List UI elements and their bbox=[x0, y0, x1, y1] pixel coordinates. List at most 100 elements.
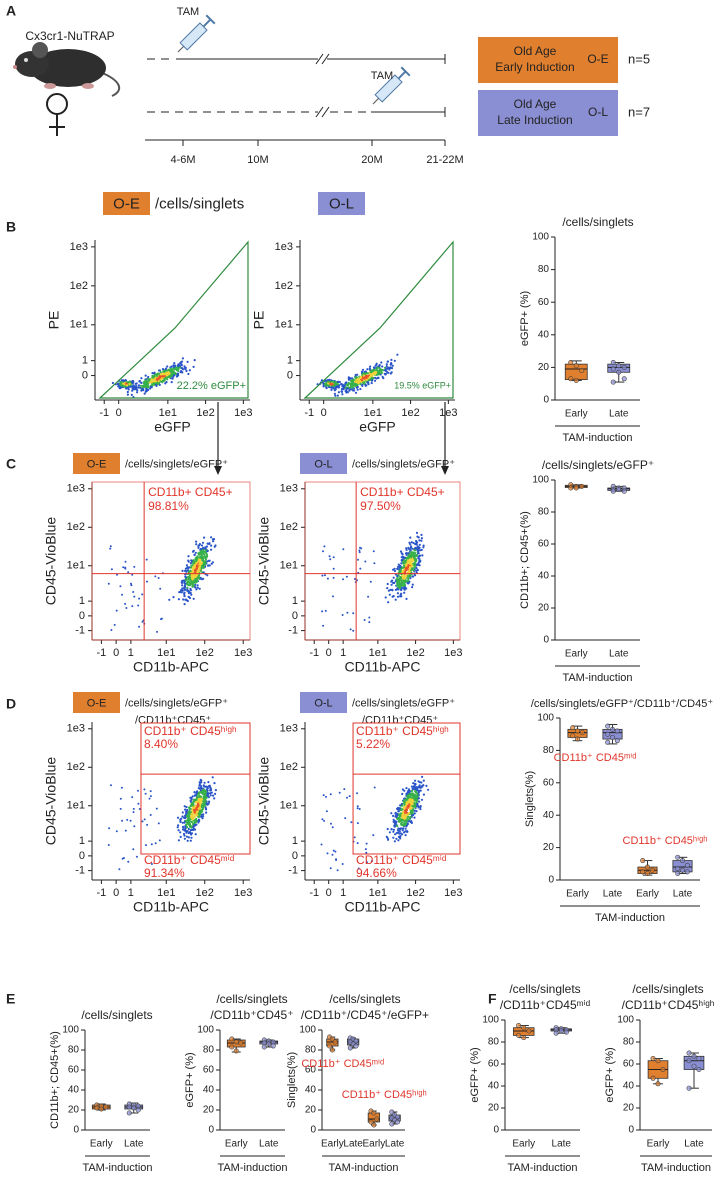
event-dot bbox=[346, 611, 349, 614]
event-dot bbox=[411, 787, 414, 790]
event-dot bbox=[190, 593, 193, 596]
event-dot bbox=[334, 386, 337, 389]
event-dot bbox=[198, 568, 201, 571]
panel-label: E bbox=[6, 991, 15, 1007]
y-tick-label: 1 bbox=[292, 835, 298, 847]
event-dot bbox=[184, 826, 187, 829]
event-dot bbox=[401, 833, 404, 836]
data-point bbox=[614, 738, 620, 744]
event-dot bbox=[174, 372, 177, 376]
timeline-label: 10M bbox=[247, 154, 268, 166]
event-dot bbox=[151, 372, 154, 375]
event-dot bbox=[201, 558, 204, 562]
event-dot bbox=[189, 818, 192, 821]
event-dot bbox=[338, 380, 341, 384]
data-point bbox=[229, 1044, 235, 1050]
event-dot bbox=[126, 390, 129, 394]
event-dot bbox=[365, 861, 368, 864]
event-dot bbox=[116, 573, 118, 576]
event-dot bbox=[409, 562, 412, 565]
event-dot bbox=[402, 575, 405, 578]
data-point bbox=[389, 1109, 395, 1115]
event-dot bbox=[200, 544, 204, 547]
event-dot bbox=[320, 843, 323, 846]
event-dot bbox=[137, 384, 141, 387]
event-dot bbox=[180, 591, 183, 594]
event-dot bbox=[405, 814, 408, 817]
x-tick-label: Early bbox=[636, 889, 659, 900]
data-point bbox=[691, 1053, 697, 1059]
event-dot bbox=[199, 778, 202, 782]
event-dot bbox=[352, 379, 355, 382]
x-tick-label: Early bbox=[225, 1139, 248, 1150]
tag: O-L bbox=[314, 697, 332, 709]
event-dot bbox=[399, 582, 402, 586]
event-dot bbox=[200, 550, 203, 553]
event-dot bbox=[186, 826, 189, 829]
event-dot bbox=[182, 368, 185, 371]
x-tick-label: 1e2 bbox=[196, 647, 214, 659]
event-dot bbox=[107, 582, 110, 585]
event-dot bbox=[183, 581, 186, 585]
data-point bbox=[610, 488, 616, 494]
event-dot bbox=[201, 808, 204, 811]
event-dot bbox=[181, 815, 184, 818]
event-dot bbox=[410, 821, 413, 825]
event-dot bbox=[405, 564, 408, 567]
group-box bbox=[478, 90, 618, 136]
event-dot bbox=[186, 599, 189, 603]
data-point bbox=[616, 487, 622, 493]
chart-title: /CD11b⁺CD45⁺ bbox=[210, 1008, 293, 1022]
event-dot bbox=[358, 551, 361, 554]
event-dot bbox=[211, 776, 214, 779]
event-dot bbox=[203, 799, 206, 802]
event-dot bbox=[392, 818, 395, 822]
gate-label: 97.50% bbox=[360, 499, 401, 513]
y-tick-label: 20 bbox=[623, 1103, 635, 1114]
event-dot bbox=[180, 581, 183, 584]
event-dot bbox=[357, 867, 360, 870]
event-dot bbox=[192, 365, 195, 368]
y-tick-label: 1e1 bbox=[280, 800, 298, 812]
event-dot bbox=[130, 393, 133, 396]
y-tick-label: 60 bbox=[488, 1059, 500, 1070]
event-dot bbox=[368, 367, 371, 370]
x-axis-label: CD11b-APC bbox=[133, 659, 209, 675]
event-dot bbox=[191, 550, 195, 553]
event-dot bbox=[163, 370, 166, 373]
data-point bbox=[610, 379, 616, 385]
event-dot bbox=[420, 539, 423, 542]
event-dot bbox=[213, 545, 216, 548]
event-dot bbox=[422, 546, 425, 549]
x-axis-label: CD11b-APC bbox=[133, 899, 209, 915]
y-tick-label: 0 bbox=[310, 1125, 316, 1136]
event-dot bbox=[365, 851, 368, 854]
event-dot bbox=[120, 379, 123, 382]
event-dot bbox=[153, 379, 156, 382]
event-dot bbox=[362, 379, 365, 382]
event-dot bbox=[183, 817, 187, 820]
event-dot bbox=[407, 791, 410, 794]
event-dot bbox=[189, 839, 192, 842]
event-dot bbox=[347, 378, 351, 381]
event-dot bbox=[356, 807, 359, 810]
event-dot bbox=[325, 795, 327, 798]
event-dot bbox=[166, 365, 169, 368]
event-dot bbox=[157, 577, 160, 579]
event-dot bbox=[334, 394, 337, 397]
event-dot bbox=[181, 811, 184, 814]
event-dot bbox=[358, 808, 361, 810]
y-tick-label: 1e3 bbox=[280, 723, 298, 735]
event-dot bbox=[188, 596, 192, 600]
event-dot bbox=[418, 555, 421, 558]
event-dot bbox=[183, 591, 186, 594]
event-dot bbox=[170, 381, 173, 384]
y-axis-label: CD11b+; CD45+(%) bbox=[49, 1031, 61, 1129]
event-dot bbox=[166, 378, 169, 381]
data-point bbox=[644, 864, 650, 870]
group-tag: O-L bbox=[588, 105, 608, 119]
event-dot bbox=[412, 556, 415, 559]
event-dot bbox=[203, 795, 206, 798]
event-dot bbox=[192, 823, 195, 826]
data-point bbox=[371, 1122, 377, 1128]
